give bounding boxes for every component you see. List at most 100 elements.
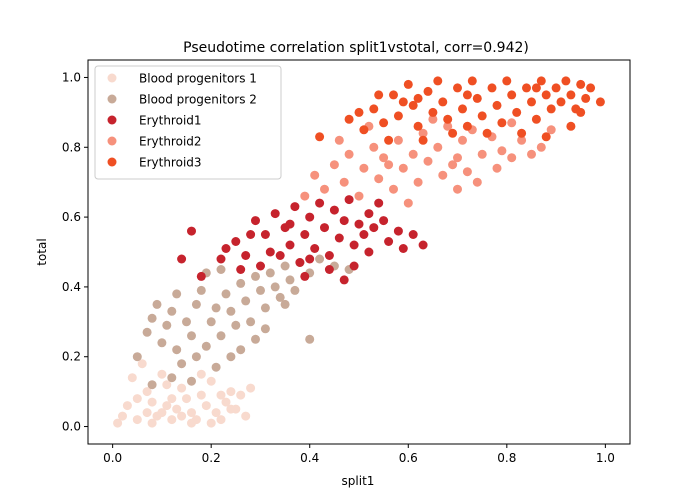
data-point xyxy=(433,142,443,152)
data-point xyxy=(201,341,211,351)
data-point xyxy=(162,320,172,330)
data-point xyxy=(482,128,492,138)
data-point xyxy=(369,223,379,233)
data-point xyxy=(581,93,591,103)
data-point xyxy=(206,376,216,386)
data-point xyxy=(187,408,196,418)
data-point xyxy=(359,125,369,135)
data-point xyxy=(379,216,389,226)
data-point xyxy=(339,177,349,187)
data-point xyxy=(187,331,196,341)
legend-label: Blood progenitors 2 xyxy=(139,93,257,107)
data-point xyxy=(300,191,310,201)
data-point xyxy=(310,170,320,180)
data-point xyxy=(285,219,295,229)
data-point xyxy=(118,411,127,421)
data-point xyxy=(462,121,472,131)
data-point xyxy=(339,275,349,285)
data-point xyxy=(122,401,132,411)
data-point xyxy=(472,93,482,103)
data-point xyxy=(438,170,448,180)
data-point xyxy=(280,299,290,309)
data-point xyxy=(458,135,467,145)
data-point xyxy=(453,184,462,194)
data-point xyxy=(211,303,221,313)
data-point xyxy=(236,265,246,274)
data-point xyxy=(172,404,182,414)
data-point xyxy=(349,261,359,271)
data-point xyxy=(241,411,251,421)
data-point xyxy=(541,132,551,142)
data-point xyxy=(182,317,191,327)
data-point xyxy=(167,394,177,404)
data-point xyxy=(541,90,551,100)
data-point xyxy=(157,408,167,418)
data-point xyxy=(241,296,251,306)
y-tick-label: 0.4 xyxy=(62,280,81,294)
data-point xyxy=(324,265,334,274)
data-point xyxy=(522,83,531,93)
data-point xyxy=(502,76,512,86)
data-point xyxy=(467,76,477,86)
data-point xyxy=(586,83,596,93)
data-point xyxy=(507,153,517,163)
data-point xyxy=(428,107,438,117)
data-point xyxy=(359,230,369,239)
data-point xyxy=(265,268,275,278)
data-point xyxy=(246,230,256,239)
data-point xyxy=(167,415,177,425)
data-point xyxy=(364,209,374,219)
data-point xyxy=(507,118,517,128)
data-point xyxy=(187,418,196,428)
data-point xyxy=(196,390,206,400)
data-point xyxy=(315,132,325,142)
legend-box xyxy=(94,65,282,180)
data-point xyxy=(226,306,236,316)
data-point xyxy=(428,114,438,124)
data-point xyxy=(177,411,187,421)
data-point xyxy=(384,237,394,246)
legend-marker xyxy=(107,136,117,146)
data-point xyxy=(236,345,246,355)
data-point xyxy=(132,394,142,404)
data-point xyxy=(462,167,472,177)
data-point xyxy=(256,261,265,271)
data-point xyxy=(305,334,315,344)
data-point xyxy=(369,142,379,152)
data-point xyxy=(187,226,196,236)
data-point xyxy=(443,121,453,131)
data-point xyxy=(167,306,177,316)
data-point xyxy=(177,359,187,369)
data-point xyxy=(216,254,226,264)
data-point xyxy=(477,149,487,159)
data-point xyxy=(507,90,517,100)
data-point xyxy=(354,219,364,229)
x-tick-label: 0.4 xyxy=(300,451,319,465)
legend-label: Erythroid1 xyxy=(139,114,202,128)
legend-label: Blood progenitors 1 xyxy=(139,72,257,86)
data-point xyxy=(221,289,231,299)
data-point xyxy=(512,107,522,117)
legend-marker xyxy=(107,115,117,125)
data-point xyxy=(517,128,527,138)
data-point xyxy=(320,223,329,233)
data-point xyxy=(448,128,458,138)
data-point xyxy=(315,254,325,264)
data-point xyxy=(546,104,556,114)
data-point xyxy=(393,226,403,236)
data-point xyxy=(334,135,344,145)
data-point xyxy=(384,160,394,170)
data-point xyxy=(359,163,369,173)
data-point xyxy=(418,135,428,145)
data-point xyxy=(241,251,251,260)
data-point xyxy=(260,324,270,334)
data-point xyxy=(413,177,423,187)
data-point xyxy=(384,135,394,145)
data-point xyxy=(354,107,364,117)
data-point xyxy=(211,362,221,372)
y-tick-label: 0.0 xyxy=(62,420,81,434)
points-layer xyxy=(113,76,605,428)
data-point xyxy=(576,107,586,117)
data-point xyxy=(142,408,152,418)
